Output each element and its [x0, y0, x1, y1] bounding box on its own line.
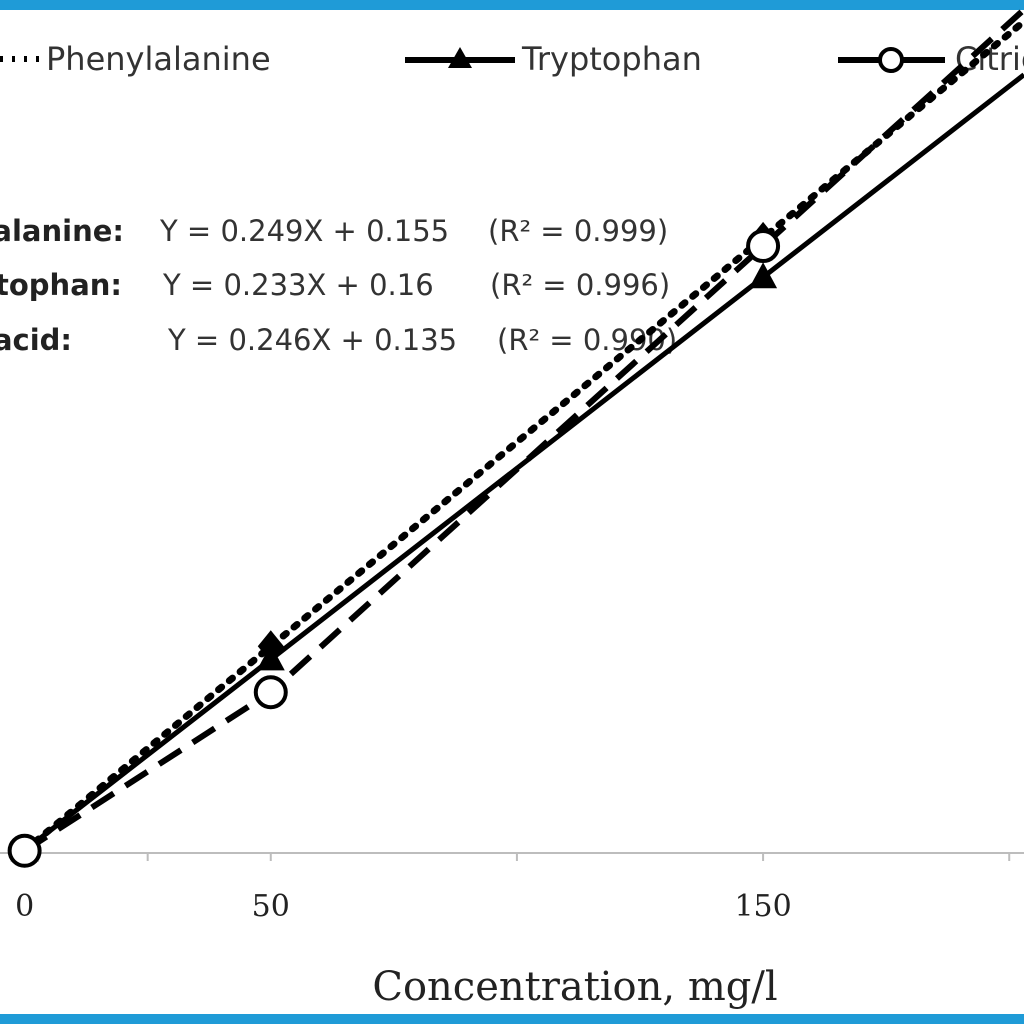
equation-formula-tryptophan: Y = 0.233X + 0.16	[162, 268, 434, 302]
chart-legend: Phenylalanine Tryptophan Citric acid	[0, 40, 1024, 78]
equation-label-citric-acid: Citric acid:	[0, 323, 72, 357]
x-axis-title: Concentration, mg/l	[372, 964, 777, 1010]
series-line-citric-acid	[22, 7, 1024, 854]
regression-equations: Phenylalanine: Y = 0.249X + 0.155 (R² = …	[0, 214, 677, 357]
frame-bottom-border	[0, 1014, 1024, 1024]
legend-marker-citric-acid	[878, 47, 904, 73]
data-point-citric-acid-0	[7, 833, 42, 868]
series-tryptophan	[10, 72, 1024, 862]
x-tick-label-150: 150	[734, 889, 791, 924]
data-point-citric-acid-50	[253, 675, 288, 710]
series-line-phenylalanine	[21, 17, 1024, 854]
x-tick-label-0: 0	[15, 889, 34, 924]
series-layer	[7, 7, 1024, 868]
data-point-tryptophan-50	[256, 644, 285, 671]
x-tick-labels: 0 50 150	[15, 889, 792, 924]
series-line-tryptophan	[23, 72, 1024, 853]
series-citric-acid	[7, 7, 1024, 868]
legend-marker-tryptophan	[448, 47, 472, 68]
data-point-citric-acid-150	[746, 229, 781, 264]
equation-formula-citric-acid: Y = 0.246X + 0.135	[167, 323, 457, 357]
x-tick-label-50: 50	[252, 889, 290, 924]
equation-r2-tryptophan: (R² = 0.996)	[490, 268, 670, 302]
legend-label-phenylalanine: Phenylalanine	[46, 40, 271, 78]
x-axis-ticks	[23, 853, 1011, 861]
equation-formula-phenylalanine: Y = 0.249X + 0.155	[159, 214, 449, 248]
equation-r2-phenylalanine: (R² = 0.999)	[488, 214, 668, 248]
equation-label-tryptophan: Tryptophan:	[0, 268, 122, 302]
legend-label-tryptophan: Tryptophan	[521, 40, 702, 78]
frame-top-border	[0, 0, 1024, 10]
equation-label-phenylalanine: Phenylalanine:	[0, 214, 124, 248]
data-point-tryptophan-150	[749, 262, 778, 289]
